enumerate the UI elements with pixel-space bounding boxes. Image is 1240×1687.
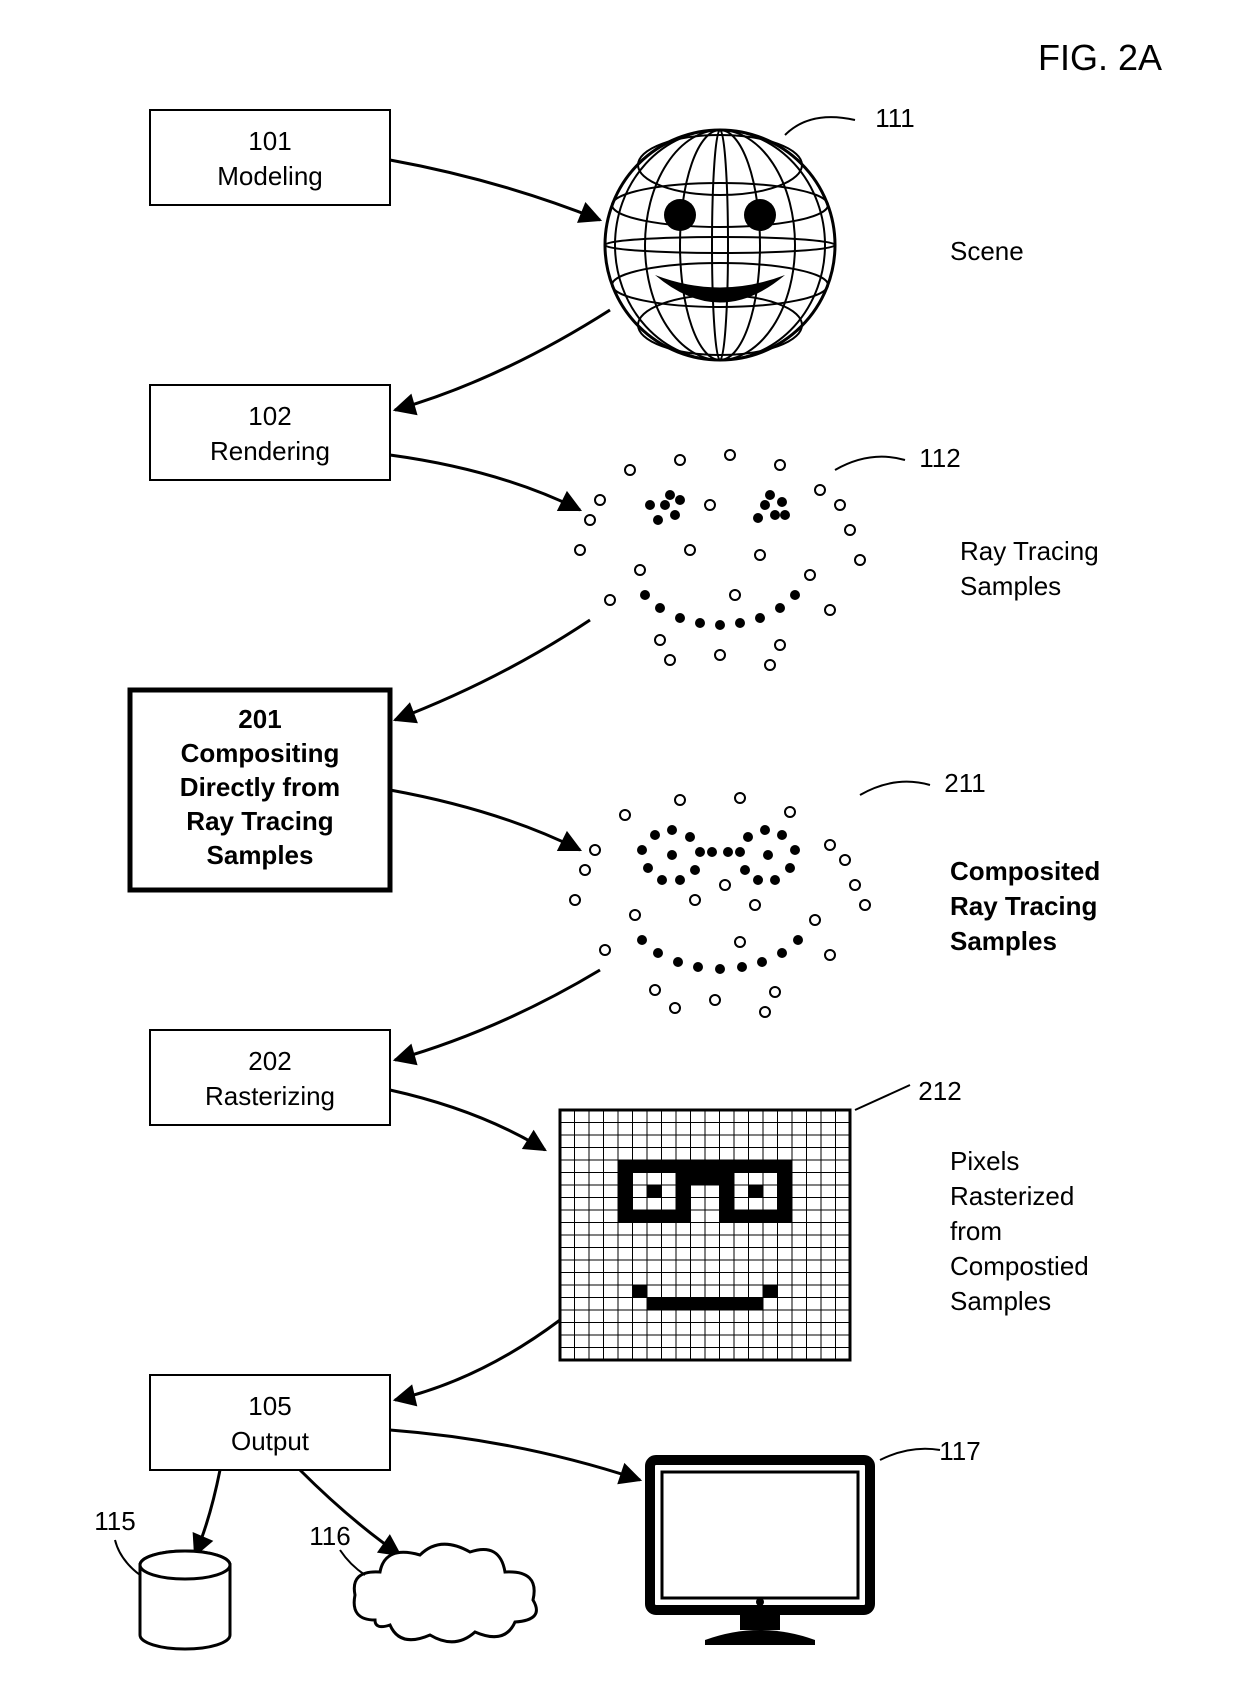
box-compositing-num: 201 [238,704,281,734]
box-rendering-num: 102 [248,401,291,431]
arrow-samples-compositing [395,620,590,720]
box-compositing-l1: Compositing [181,738,340,768]
box-compositing-l3: Ray Tracing [186,806,333,836]
arrow-modeling-scene [390,160,600,220]
box-rasterizing-label: Rasterizing [205,1081,335,1111]
ref-samples: 112 [919,443,960,473]
label-scene: Scene [950,236,1024,266]
ref-scene: 111 [875,103,915,133]
arrow-compositing-composited [390,790,580,850]
arrow-rendering-samples [390,455,580,510]
figure-title: FIG. 2A [1038,37,1162,78]
box-compositing-l2: Directly from [180,772,340,802]
box-modeling: 101 Modeling [150,110,390,205]
composited-samples [570,793,870,1017]
label-pixels-2: Rasterized [950,1181,1074,1211]
box-rendering: 102 Rendering [150,385,390,480]
ref-monitor: 117 [939,1436,980,1466]
arrow-output-monitor [390,1430,640,1480]
arrow-scene-rendering [395,310,610,410]
ray-tracing-samples [575,450,865,670]
ref-composited: 211 [944,768,985,798]
box-rendering-label: Rendering [210,436,330,466]
arrow-rasterizing-pixels [390,1090,545,1150]
ref-db: 115 [94,1506,135,1536]
cloud-icon [354,1544,536,1642]
label-samples-1: Ray Tracing [960,536,1099,566]
box-modeling-num: 101 [248,126,291,156]
box-compositing: 201 Compositing Directly from Ray Tracin… [130,690,390,890]
ref-pixels: 212 [918,1076,961,1106]
scene-globe [605,130,835,360]
label-composited-2: Ray Tracing [950,891,1097,921]
arrow-pixels-output [395,1320,560,1400]
pixel-grid [560,1110,850,1360]
label-pixels-4: Compostied [950,1251,1089,1281]
box-rasterizing: 202 Rasterizing [150,1030,390,1125]
arrow-composited-rasterizing [395,970,600,1060]
box-output-label: Output [231,1426,310,1456]
label-pixels-3: from [950,1216,1002,1246]
label-composited-3: Samples [950,926,1057,956]
ref-cloud: 116 [309,1521,350,1551]
arrow-output-db [195,1470,220,1555]
monitor-icon [650,1460,870,1645]
box-output: 105 Output [150,1375,390,1470]
label-pixels-5: Samples [950,1286,1051,1316]
label-samples-2: Samples [960,571,1061,601]
box-output-num: 105 [248,1391,291,1421]
box-rasterizing-num: 202 [248,1046,291,1076]
box-compositing-l4: Samples [207,840,314,870]
label-pixels-1: Pixels [950,1146,1019,1176]
database-icon [140,1551,230,1649]
label-composited-1: Composited [950,856,1100,886]
box-modeling-label: Modeling [217,161,323,191]
